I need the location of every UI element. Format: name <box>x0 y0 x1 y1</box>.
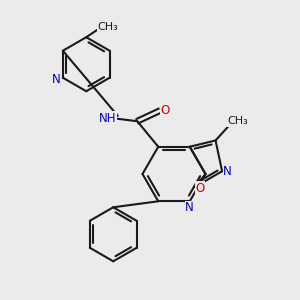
Text: CH₃: CH₃ <box>98 22 118 32</box>
Text: CH₃: CH₃ <box>228 116 248 126</box>
Text: N: N <box>223 165 232 178</box>
Text: O: O <box>196 182 205 195</box>
Text: O: O <box>160 104 170 117</box>
Text: N: N <box>52 73 61 86</box>
Text: N: N <box>185 201 194 214</box>
Text: NH: NH <box>99 112 117 125</box>
